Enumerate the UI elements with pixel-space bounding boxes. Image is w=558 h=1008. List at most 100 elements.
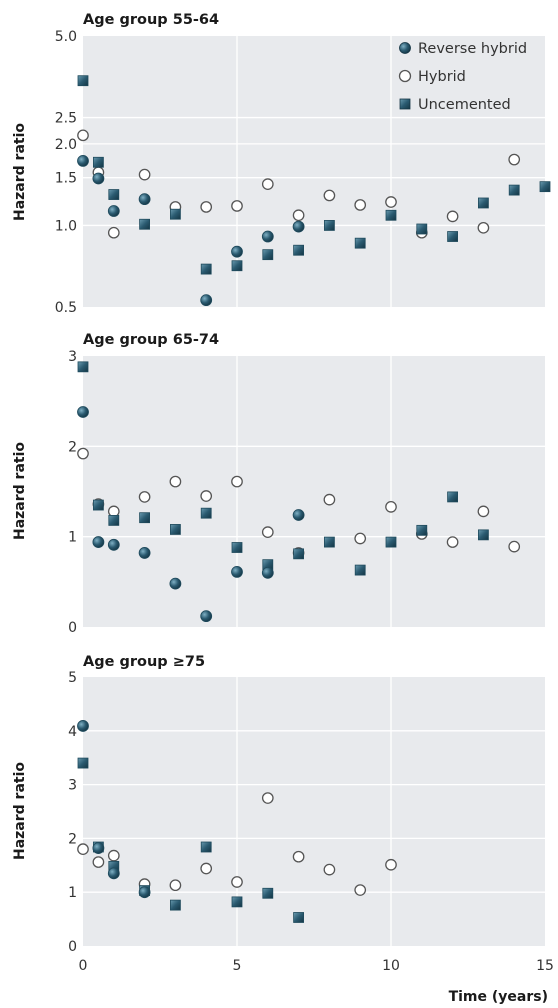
data-point <box>138 193 151 206</box>
y-axis-label: Hazard ratio <box>12 762 28 860</box>
data-point <box>169 524 181 535</box>
data-point <box>292 220 305 233</box>
data-point <box>231 896 243 908</box>
y-tick-label: 5 <box>68 670 77 686</box>
data-point <box>323 536 335 548</box>
grid <box>83 356 545 627</box>
series-reverse-hybrid <box>77 720 151 899</box>
y-tick-label: 1.5 <box>55 171 77 187</box>
y-tick-label: 1 <box>68 885 77 901</box>
data-point <box>261 566 274 579</box>
y-tick-label: 1 <box>68 530 77 546</box>
data-point <box>200 610 213 623</box>
data-point <box>385 536 397 548</box>
plot-area <box>83 356 545 627</box>
data-point <box>200 862 213 875</box>
circle-open-icon <box>398 69 412 83</box>
y-tick-label: 3 <box>68 778 77 794</box>
y-tick-label: 0 <box>68 939 77 955</box>
data-point <box>447 231 459 242</box>
data-point <box>92 172 105 185</box>
y-tick-label: 5.0 <box>55 29 77 45</box>
data-point <box>231 245 243 258</box>
data-point <box>261 230 274 243</box>
data-point <box>139 218 151 230</box>
data-point <box>200 507 212 519</box>
x-tick-label: 15 <box>536 958 554 974</box>
x-tick-label: 5 <box>233 958 242 974</box>
data-point <box>92 536 105 548</box>
series-hybrid <box>77 129 521 239</box>
data-point <box>447 491 459 503</box>
data-point <box>261 792 274 804</box>
data-point <box>139 512 151 524</box>
data-point <box>77 129 89 142</box>
data-point <box>323 189 336 202</box>
data-point <box>262 887 274 899</box>
data-point <box>200 263 212 275</box>
data-point <box>354 884 367 896</box>
circle-filled-icon <box>399 42 411 54</box>
data-point <box>323 220 335 231</box>
data-point <box>138 491 151 503</box>
data-point <box>169 208 181 220</box>
panel-age-65-74: Age group 65-74 Hazard ratio 0 1 2 3 <box>12 332 545 636</box>
data-point <box>107 226 120 239</box>
y-tick-label: 1.0 <box>55 218 77 234</box>
data-point <box>77 843 89 856</box>
data-point <box>477 505 490 518</box>
data-point <box>107 538 120 551</box>
data-point <box>385 858 397 871</box>
panel-title: Age group ≥75 <box>83 654 205 670</box>
data-point <box>92 856 105 868</box>
data-point <box>385 209 397 221</box>
data-point <box>293 244 305 256</box>
data-point <box>77 406 89 418</box>
data-point <box>508 540 521 553</box>
y-tick-label: 2.5 <box>55 111 77 127</box>
data-point <box>292 850 305 863</box>
data-point <box>92 842 105 854</box>
data-point <box>77 75 89 87</box>
square-icon <box>399 98 411 110</box>
y-tick-label: 2 <box>68 439 77 455</box>
legend: Reverse hybrid Hybrid Uncemented <box>398 41 527 113</box>
data-point <box>508 153 521 166</box>
data-point <box>169 577 182 590</box>
y-tick-label: 2.0 <box>55 137 77 153</box>
series-reverse-hybrid <box>77 155 305 307</box>
data-point <box>261 178 274 191</box>
data-point <box>354 564 366 576</box>
data-point <box>93 156 104 168</box>
data-point <box>477 197 489 209</box>
y-axis-label: Hazard ratio <box>12 442 28 540</box>
data-point <box>385 196 397 208</box>
x-axis-label: Time (years) <box>449 989 548 1005</box>
data-point <box>200 201 213 213</box>
x-tick-label: 10 <box>382 958 400 974</box>
data-point <box>416 524 428 536</box>
series-reverse-hybrid <box>77 406 305 623</box>
data-point <box>77 720 89 732</box>
data-point <box>477 221 490 234</box>
data-point <box>169 879 182 892</box>
data-point <box>231 876 243 888</box>
data-point <box>354 237 366 249</box>
data-point <box>108 515 120 526</box>
data-point <box>261 526 274 539</box>
data-point <box>539 181 551 193</box>
data-point <box>231 475 243 488</box>
legend-item-reverse-hybrid: Reverse hybrid <box>399 41 527 57</box>
data-point <box>293 912 305 923</box>
grid <box>83 36 545 307</box>
data-point <box>262 249 274 261</box>
data-point <box>77 447 89 460</box>
legend-item-uncemented: Uncemented <box>399 97 511 113</box>
data-point <box>200 490 213 502</box>
data-point <box>169 899 181 911</box>
x-tick-label: 0 <box>79 958 88 974</box>
panel-age-75-plus: Age group ≥75 Hazard ratio Time (years) … <box>12 654 554 1005</box>
legend-item-hybrid: Hybrid <box>398 69 466 85</box>
y-tick-label: 0.5 <box>55 300 77 316</box>
